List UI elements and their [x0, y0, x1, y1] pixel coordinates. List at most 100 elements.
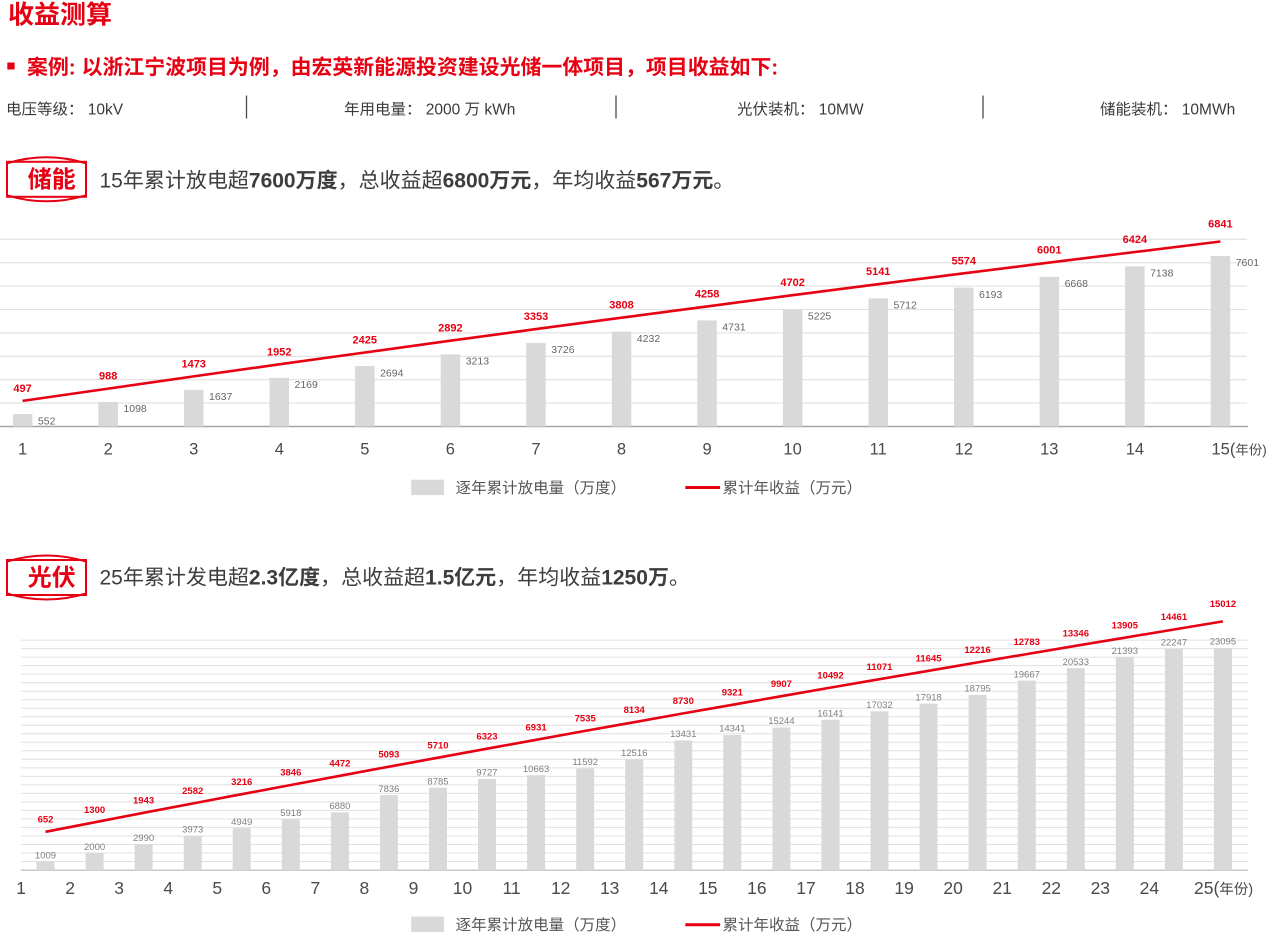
- svg-text:13: 13: [1040, 441, 1058, 459]
- svg-text:9907: 9907: [771, 679, 792, 690]
- svg-text:5918: 5918: [280, 808, 301, 819]
- svg-text:1473: 1473: [181, 358, 205, 370]
- svg-text:4472: 4472: [329, 759, 350, 770]
- svg-text:14461: 14461: [1161, 612, 1188, 623]
- svg-text:5093: 5093: [378, 749, 399, 760]
- svg-text:7836: 7836: [378, 784, 399, 795]
- svg-text:497: 497: [13, 383, 31, 395]
- svg-text:1250: 1250: [601, 567, 648, 590]
- svg-text:13431: 13431: [670, 729, 696, 740]
- svg-text:16: 16: [747, 878, 766, 898]
- svg-text:12216: 12216: [964, 645, 990, 656]
- svg-text:15012: 15012: [1210, 599, 1236, 610]
- svg-text:15244: 15244: [768, 716, 794, 727]
- svg-text:12783: 12783: [1013, 637, 1039, 648]
- svg-text:11592: 11592: [572, 757, 598, 768]
- svg-text:23095: 23095: [1210, 637, 1236, 648]
- svg-text:1: 1: [18, 441, 27, 459]
- svg-text:10MWh: 10MWh: [1182, 102, 1235, 119]
- svg-text:10663: 10663: [523, 764, 549, 775]
- svg-text:15: 15: [100, 170, 123, 193]
- svg-text:2169: 2169: [295, 379, 319, 391]
- svg-text:9321: 9321: [722, 688, 744, 699]
- svg-text:12: 12: [955, 441, 973, 459]
- svg-text:2.3: 2.3: [249, 567, 278, 590]
- svg-text:5141: 5141: [866, 266, 890, 278]
- svg-text:16141: 16141: [817, 709, 843, 720]
- svg-text:3353: 3353: [524, 311, 548, 323]
- svg-text:1300: 1300: [84, 805, 105, 816]
- svg-text:23: 23: [1091, 878, 1110, 898]
- svg-text:6668: 6668: [1065, 278, 1089, 290]
- svg-text:11645: 11645: [916, 654, 943, 665]
- svg-text:2000: 2000: [84, 842, 105, 853]
- svg-text:1098: 1098: [123, 403, 147, 415]
- svg-text:10kV: 10kV: [88, 102, 124, 119]
- svg-text:9: 9: [703, 441, 712, 459]
- svg-text:3846: 3846: [280, 768, 301, 779]
- svg-text:4949: 4949: [231, 817, 252, 828]
- svg-text:3: 3: [189, 441, 198, 459]
- svg-text:4: 4: [275, 441, 284, 459]
- svg-text:11071: 11071: [867, 662, 894, 673]
- svg-text:8: 8: [360, 878, 370, 898]
- svg-text:17918: 17918: [915, 692, 941, 703]
- svg-text:12: 12: [551, 878, 570, 898]
- svg-text:8730: 8730: [673, 696, 694, 707]
- svg-text:5: 5: [360, 441, 369, 459]
- svg-text:1943: 1943: [133, 796, 154, 807]
- svg-text:10MW: 10MW: [819, 102, 864, 119]
- svg-text:988: 988: [99, 371, 117, 383]
- svg-text:2: 2: [65, 878, 75, 898]
- svg-text:6841: 6841: [1208, 219, 1232, 231]
- svg-text:3726: 3726: [551, 344, 575, 356]
- svg-text:5225: 5225: [808, 311, 832, 323]
- svg-text:11: 11: [870, 441, 887, 459]
- svg-text:6193: 6193: [979, 289, 1003, 301]
- svg-text:2000: 2000: [426, 102, 461, 119]
- svg-text:19667: 19667: [1013, 669, 1039, 680]
- svg-text:8: 8: [617, 441, 626, 459]
- svg-text:4702: 4702: [780, 277, 804, 289]
- svg-text:1637: 1637: [209, 391, 233, 403]
- svg-text:2892: 2892: [438, 323, 462, 335]
- svg-text:3: 3: [114, 878, 124, 898]
- svg-text:552: 552: [38, 415, 56, 427]
- svg-text:10: 10: [783, 441, 801, 459]
- svg-text:17: 17: [796, 878, 815, 898]
- svg-text:24: 24: [1140, 878, 1160, 898]
- svg-text:5574: 5574: [952, 255, 977, 267]
- svg-text:20: 20: [943, 878, 963, 898]
- svg-text:15: 15: [698, 878, 717, 898]
- svg-text:5710: 5710: [427, 740, 448, 751]
- svg-text:4258: 4258: [695, 288, 719, 300]
- svg-text:8785: 8785: [427, 776, 448, 787]
- svg-text:6: 6: [446, 441, 455, 459]
- svg-text:21: 21: [992, 878, 1011, 898]
- svg-text:2990: 2990: [133, 833, 154, 844]
- svg-text:22247: 22247: [1161, 637, 1187, 648]
- svg-text:6: 6: [261, 878, 271, 898]
- svg-text:6800: 6800: [443, 170, 490, 193]
- svg-text::: :: [771, 56, 778, 79]
- svg-text:1009: 1009: [35, 850, 56, 861]
- svg-text:13: 13: [600, 878, 619, 898]
- svg-text:10: 10: [453, 878, 473, 898]
- svg-text:1: 1: [16, 878, 26, 898]
- svg-text:13905: 13905: [1112, 620, 1139, 631]
- svg-text:3973: 3973: [182, 825, 203, 836]
- svg-text:13346: 13346: [1063, 629, 1089, 640]
- svg-text:11: 11: [503, 878, 521, 898]
- svg-text:15(: 15(: [1212, 441, 1236, 459]
- svg-text:8134: 8134: [624, 705, 646, 716]
- svg-text:9727: 9727: [476, 768, 497, 779]
- svg-text:4232: 4232: [637, 333, 661, 345]
- svg-text:6424: 6424: [1123, 234, 1148, 246]
- svg-text:2694: 2694: [380, 367, 404, 379]
- svg-text:7600: 7600: [249, 170, 296, 193]
- svg-text:20533: 20533: [1063, 657, 1089, 668]
- svg-text:18: 18: [845, 878, 864, 898]
- svg-text:3213: 3213: [466, 356, 490, 368]
- svg-text:25: 25: [100, 567, 123, 590]
- svg-text:25(: 25(: [1194, 878, 1219, 898]
